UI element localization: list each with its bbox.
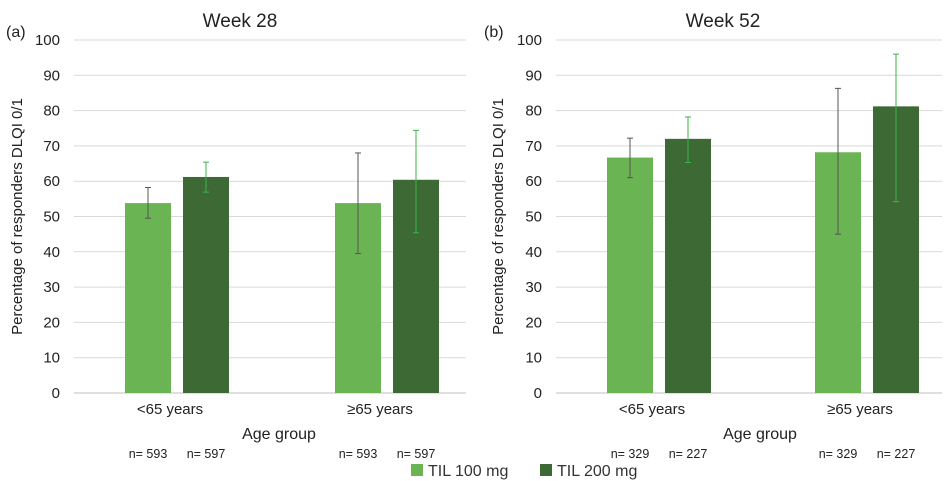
bar-til100-0 — [125, 203, 171, 393]
bar-til200-0 — [183, 176, 229, 393]
y-tick-label: 100 — [517, 32, 542, 49]
n-label: n= 227 — [877, 447, 916, 461]
y-tick-label: 60 — [43, 173, 60, 190]
category-label: ≥65 years — [347, 401, 413, 418]
y-tick-label: 70 — [43, 138, 60, 155]
y-tick-label: 70 — [525, 138, 542, 155]
n-label: n= 597 — [397, 447, 436, 461]
y-tick-label: 40 — [525, 244, 542, 261]
y-tick-label: 10 — [525, 350, 542, 367]
y-axis-label: Percentage of responders DLQI 0/1 — [9, 98, 26, 335]
y-tick-label: 0 — [534, 385, 542, 402]
chart-panel-b: 0 10 20 30 40 50 60 70 80 90 100 (b) Week 52 Percenta… — [484, 11, 942, 461]
y-tick-label: 10 — [43, 350, 60, 367]
x-axis-label: Age group — [723, 426, 797, 443]
y-tick-label: 20 — [43, 314, 60, 331]
chart-title: Week 28 — [203, 11, 278, 32]
y-tick-label: 90 — [525, 67, 542, 84]
y-tick-label: 50 — [43, 209, 60, 226]
n-label: n= 329 — [611, 447, 650, 461]
y-tick-label: 60 — [525, 173, 542, 190]
y-axis-label: Percentage of responders DLQI 0/1 — [490, 98, 507, 335]
n-label: n= 329 — [819, 447, 858, 461]
y-tick-label: 40 — [43, 244, 60, 261]
category-label: <65 years — [137, 401, 203, 418]
y-tick-label: 80 — [43, 103, 60, 120]
y-tick-label: 20 — [525, 314, 542, 331]
x-axis-label: Age group — [242, 426, 316, 443]
panel-label: (a) — [6, 24, 26, 41]
legend-label: TIL 100 mg — [428, 463, 508, 480]
y-tick-label: 80 — [525, 103, 542, 120]
y-tick-label: 90 — [43, 67, 60, 84]
y-tick-label: 0 — [52, 385, 60, 402]
y-tick-label: 100 — [35, 32, 60, 49]
legend: TIL 100 mg TIL 200 mg — [411, 463, 637, 480]
category-label: ≥65 years — [827, 401, 893, 418]
category-label: <65 years — [619, 401, 685, 418]
chart-title: Week 52 — [686, 11, 761, 32]
n-label: n= 593 — [129, 447, 168, 461]
n-label: n= 597 — [187, 447, 226, 461]
panel-label: (b) — [484, 24, 504, 41]
y-tick-label: 50 — [525, 209, 542, 226]
y-tick-label: 30 — [525, 279, 542, 296]
chart-panel-a: 0 10 20 30 40 50 60 70 80 90 100 (a) Week 28 Percenta… — [6, 11, 466, 461]
y-tick-label: 30 — [43, 279, 60, 296]
legend-swatch — [411, 464, 423, 476]
legend-swatch — [540, 464, 552, 476]
bar-til100-0 — [607, 157, 653, 393]
n-label: n= 227 — [669, 447, 708, 461]
legend-label: TIL 200 mg — [557, 463, 637, 480]
bar-til200-0 — [665, 138, 711, 393]
n-label: n= 593 — [339, 447, 378, 461]
